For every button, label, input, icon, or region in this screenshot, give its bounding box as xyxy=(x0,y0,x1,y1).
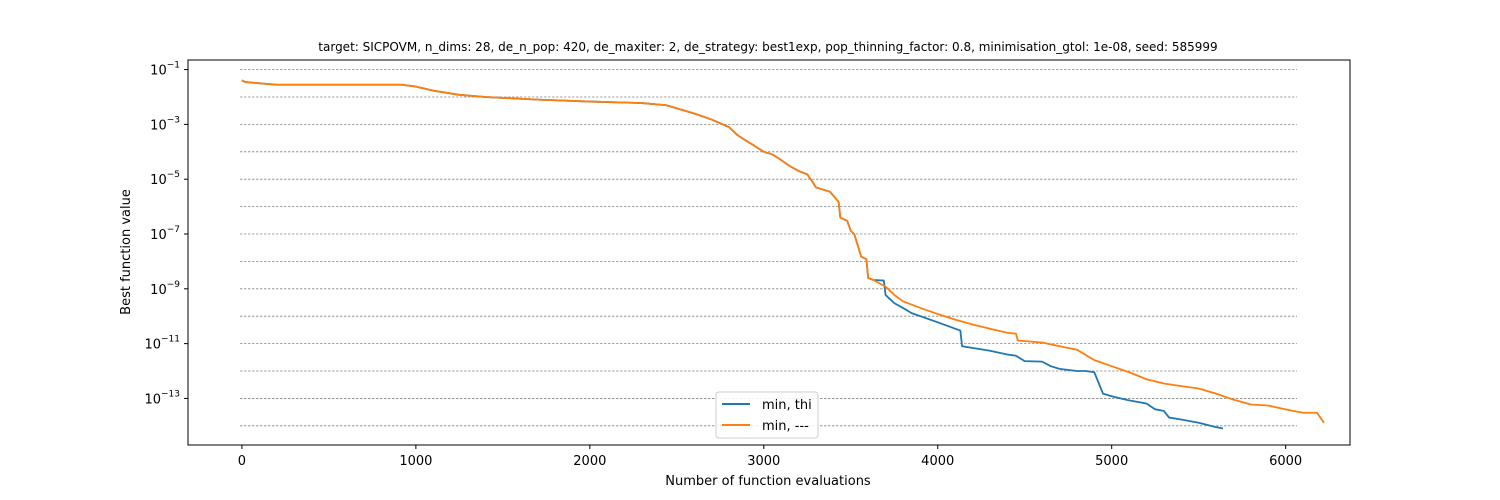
y-tick-label: 10−11 xyxy=(144,335,180,353)
y-tick-label: 10−13 xyxy=(144,389,180,407)
x-tick-label: 6000 xyxy=(1269,454,1302,469)
x-tick-label: 4000 xyxy=(921,454,954,469)
y-tick-base: 10 xyxy=(144,392,161,407)
legend-label-dash: min, --- xyxy=(762,419,809,434)
y-tick-base: 10 xyxy=(150,283,167,298)
y-tick-base: 10 xyxy=(150,228,167,243)
x-tick-label: 3000 xyxy=(747,454,780,469)
y-tick-exponent: −3 xyxy=(167,115,180,125)
y-tick-label: 10−9 xyxy=(150,280,180,298)
series-layer xyxy=(241,79,1325,430)
y-axis-label: Best function value xyxy=(119,189,134,315)
legend: min, thi min, --- xyxy=(715,391,819,439)
plot-frame xyxy=(187,59,1351,446)
y-tick-exponent: −13 xyxy=(161,389,180,399)
y-tick-label: 10−5 xyxy=(150,170,180,188)
y-tick-label: 10−3 xyxy=(150,115,180,133)
y-tick-exponent: −9 xyxy=(167,280,181,290)
x-axis: 0 1000 2000 3000 4000 5000 6000 xyxy=(238,445,1302,469)
y-tick-base: 10 xyxy=(150,64,167,79)
y-tick-base: 10 xyxy=(144,338,161,353)
y-tick-label: 10−1 xyxy=(150,61,180,79)
x-axis-label: Number of function evaluations xyxy=(665,474,871,489)
y-tick-base: 10 xyxy=(150,173,167,188)
chart-title: target: SICPOVM, n_dims: 28, de_n_pop: 4… xyxy=(318,40,1217,54)
y-tick-exponent: −7 xyxy=(167,225,180,235)
y-tick-exponent: −5 xyxy=(167,170,180,180)
y-tick-base: 10 xyxy=(150,118,167,133)
y-tick-exponent: −1 xyxy=(167,61,180,71)
x-tick-label: 5000 xyxy=(1095,454,1128,469)
y-tick-label: 10−7 xyxy=(150,225,180,243)
legend-label-thi: min, thi xyxy=(762,398,812,413)
x-tick-label: 2000 xyxy=(573,454,606,469)
series-line-1 xyxy=(241,79,1325,424)
y-tick-exponent: −11 xyxy=(161,335,180,345)
x-tick-label: 0 xyxy=(238,454,246,469)
x-tick-label: 1000 xyxy=(399,454,432,469)
